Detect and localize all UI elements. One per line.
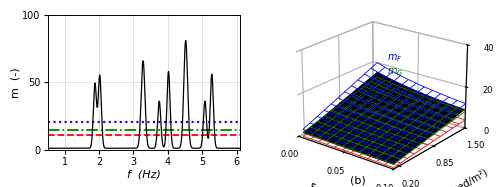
X-axis label: f  (Hz): f (Hz) bbox=[127, 169, 160, 179]
X-axis label: ξ  (-): ξ (-) bbox=[308, 182, 333, 187]
Y-axis label: m  (-): m (-) bbox=[11, 67, 21, 98]
Y-axis label: ρ  (ped/m²): ρ (ped/m²) bbox=[437, 168, 490, 187]
Text: (b): (b) bbox=[350, 175, 366, 185]
